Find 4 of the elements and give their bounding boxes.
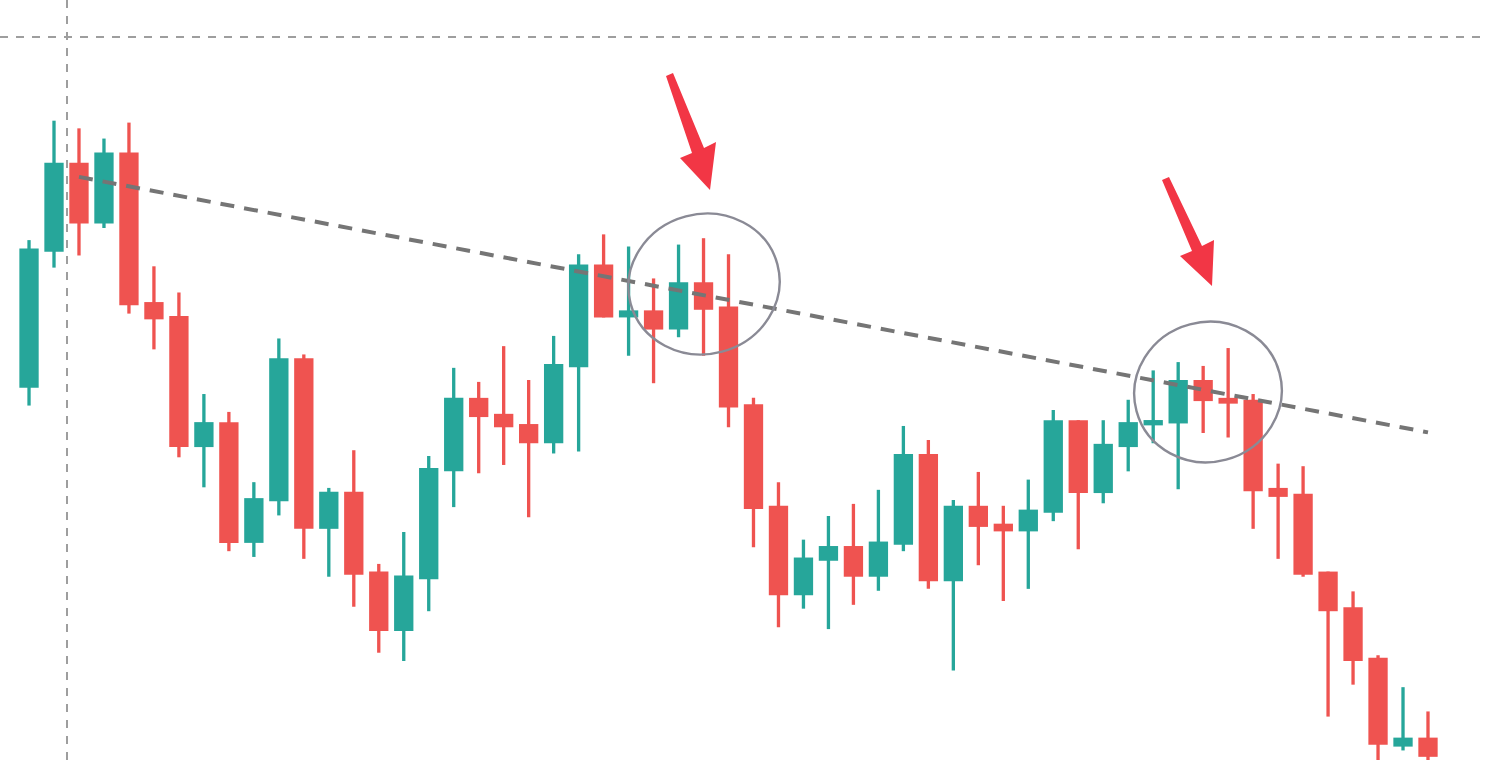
candlestick (1393, 687, 1413, 751)
candlestick (1268, 463, 1288, 559)
candlestick (144, 266, 164, 350)
candlestick (1218, 348, 1238, 438)
